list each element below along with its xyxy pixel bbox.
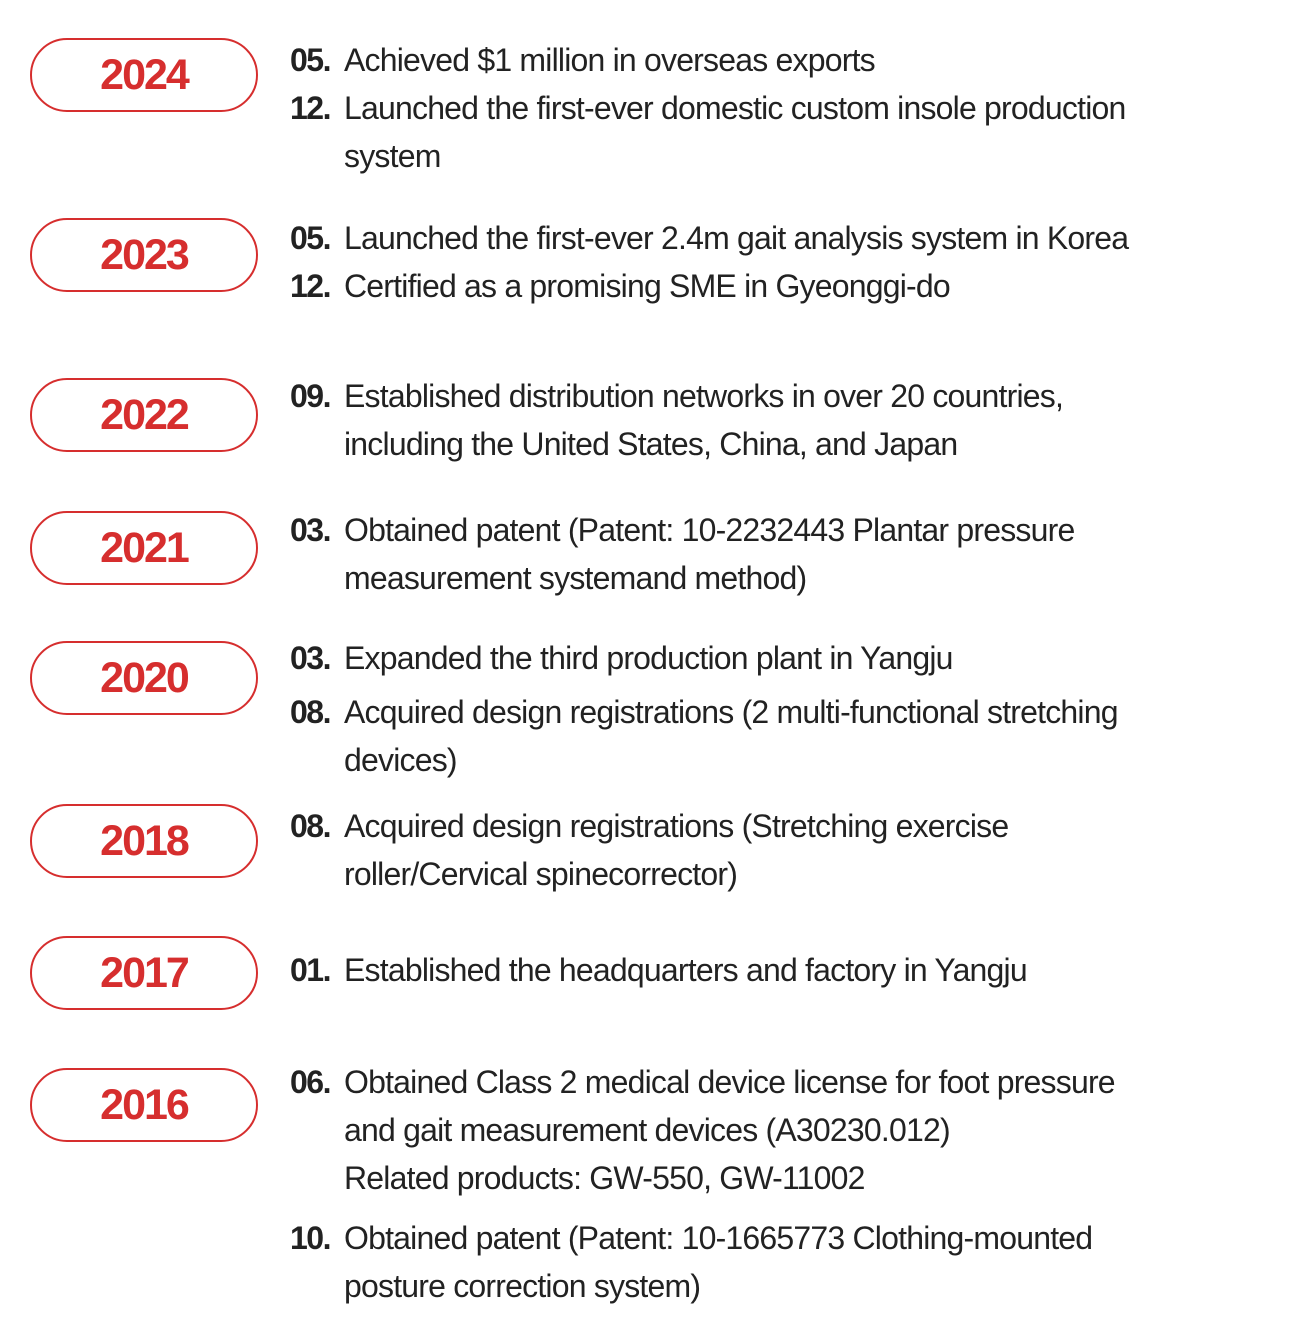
- event-item: 05. Achieved $1 million in overseas expo…: [290, 36, 1275, 84]
- event-description: Obtained patent (Patent: 10-2232443 Plan…: [344, 506, 1275, 602]
- event-line: Related products: GW-550, GW-11002: [344, 1160, 865, 1196]
- event-list: 03. Obtained patent (Patent: 10-2232443 …: [290, 506, 1275, 602]
- event-item: 05. Launched the first-ever 2.4m gait an…: [290, 214, 1275, 262]
- event-month: 05.: [290, 42, 331, 78]
- event-line: Acquired design registrations (Stretchin…: [344, 808, 1009, 844]
- event-line: Obtained patent (Patent: 10-1665773 Clot…: [344, 1220, 1093, 1256]
- event-item: 09. Established distribution networks in…: [290, 372, 1275, 468]
- event-list: 06. Obtained Class 2 medical device lice…: [290, 1058, 1275, 1310]
- year-badge: 2018: [30, 804, 258, 878]
- year-badge: 2021: [30, 511, 258, 585]
- event-list: 09. Established distribution networks in…: [290, 372, 1275, 468]
- year-badge: 2022: [30, 378, 258, 452]
- event-list: 05. Achieved $1 million in overseas expo…: [290, 36, 1275, 180]
- event-line: Launched the first-ever domestic custom …: [344, 90, 1126, 126]
- event-line: devices): [344, 742, 458, 778]
- event-line: Launched the first-ever 2.4m gait analys…: [344, 220, 1129, 256]
- event-line: system: [344, 138, 441, 174]
- event-description: Established the headquarters and factory…: [344, 946, 1275, 994]
- event-line: Expanded the third production plant in Y…: [344, 640, 953, 676]
- event-description: Obtained Class 2 medical device license …: [344, 1058, 1275, 1202]
- event-line: posture correction system): [344, 1268, 701, 1304]
- event-list: 03. Expanded the third production plant …: [290, 634, 1275, 784]
- event-description: Obtained patent (Patent: 10-1665773 Clot…: [344, 1214, 1275, 1310]
- event-description: Achieved $1 million in overseas exports: [344, 36, 1275, 84]
- event-description: Expanded the third production plant in Y…: [344, 634, 1275, 682]
- event-description: Launched the first-ever domestic custom …: [344, 84, 1275, 180]
- event-month: 12.: [290, 268, 331, 304]
- year-badge: 2023: [30, 218, 258, 292]
- event-line: Obtained Class 2 medical device license …: [344, 1064, 1116, 1100]
- event-month: 01.: [290, 952, 331, 988]
- event-line: Established distribution networks in ove…: [344, 378, 1064, 414]
- event-line: Achieved $1 million in overseas exports: [344, 42, 876, 78]
- year-badge: 2017: [30, 936, 258, 1010]
- event-item: 08. Acquired design registrations (Stret…: [290, 802, 1275, 898]
- event-month: 06.: [290, 1064, 331, 1100]
- event-line: Acquired design registrations (2 multi-f…: [344, 694, 1119, 730]
- event-list: 01. Established the headquarters and fac…: [290, 946, 1275, 994]
- event-list: 05. Launched the first-ever 2.4m gait an…: [290, 214, 1275, 310]
- event-line: and gait measurement devices (A30230.012…: [344, 1112, 951, 1148]
- event-item: 03. Obtained patent (Patent: 10-2232443 …: [290, 506, 1275, 602]
- event-item: 03. Expanded the third production plant …: [290, 634, 1275, 682]
- event-list: 08. Acquired design registrations (Stret…: [290, 802, 1275, 898]
- event-item: 12. Certified as a promising SME in Gyeo…: [290, 262, 1275, 310]
- year-badge: 2016: [30, 1068, 258, 1142]
- event-month: 12.: [290, 90, 331, 126]
- event-month: 05.: [290, 220, 331, 256]
- event-month: 10.: [290, 1220, 331, 1256]
- event-month: 08.: [290, 694, 331, 730]
- event-month: 03.: [290, 512, 331, 548]
- event-month: 08.: [290, 808, 331, 844]
- event-item: 06. Obtained Class 2 medical device lice…: [290, 1058, 1275, 1202]
- event-month: 03.: [290, 640, 331, 676]
- event-line: Established the headquarters and factory…: [344, 952, 1028, 988]
- event-line: roller/Cervical spinecorrector): [344, 856, 738, 892]
- year-badge: 2024: [30, 38, 258, 112]
- event-description: Established distribution networks in ove…: [344, 372, 1275, 468]
- event-description: Launched the first-ever 2.4m gait analys…: [344, 214, 1275, 262]
- event-line: Certified as a promising SME in Gyeonggi…: [344, 268, 951, 304]
- event-line: measurement systemand method): [344, 560, 807, 596]
- event-line: including the United States, China, and …: [344, 426, 958, 462]
- event-description: Acquired design registrations (Stretchin…: [344, 802, 1275, 898]
- year-badge: 2020: [30, 641, 258, 715]
- event-item: 08. Acquired design registrations (2 mul…: [290, 688, 1275, 784]
- event-item: 10. Obtained patent (Patent: 10-1665773 …: [290, 1214, 1275, 1310]
- event-description: Acquired design registrations (2 multi-f…: [344, 688, 1275, 784]
- event-description: Certified as a promising SME in Gyeonggi…: [344, 262, 1275, 310]
- event-item: 01. Established the headquarters and fac…: [290, 946, 1275, 994]
- event-item: 12. Launched the first-ever domestic cus…: [290, 84, 1275, 180]
- event-month: 09.: [290, 378, 331, 414]
- event-line: Obtained patent (Patent: 10-2232443 Plan…: [344, 512, 1075, 548]
